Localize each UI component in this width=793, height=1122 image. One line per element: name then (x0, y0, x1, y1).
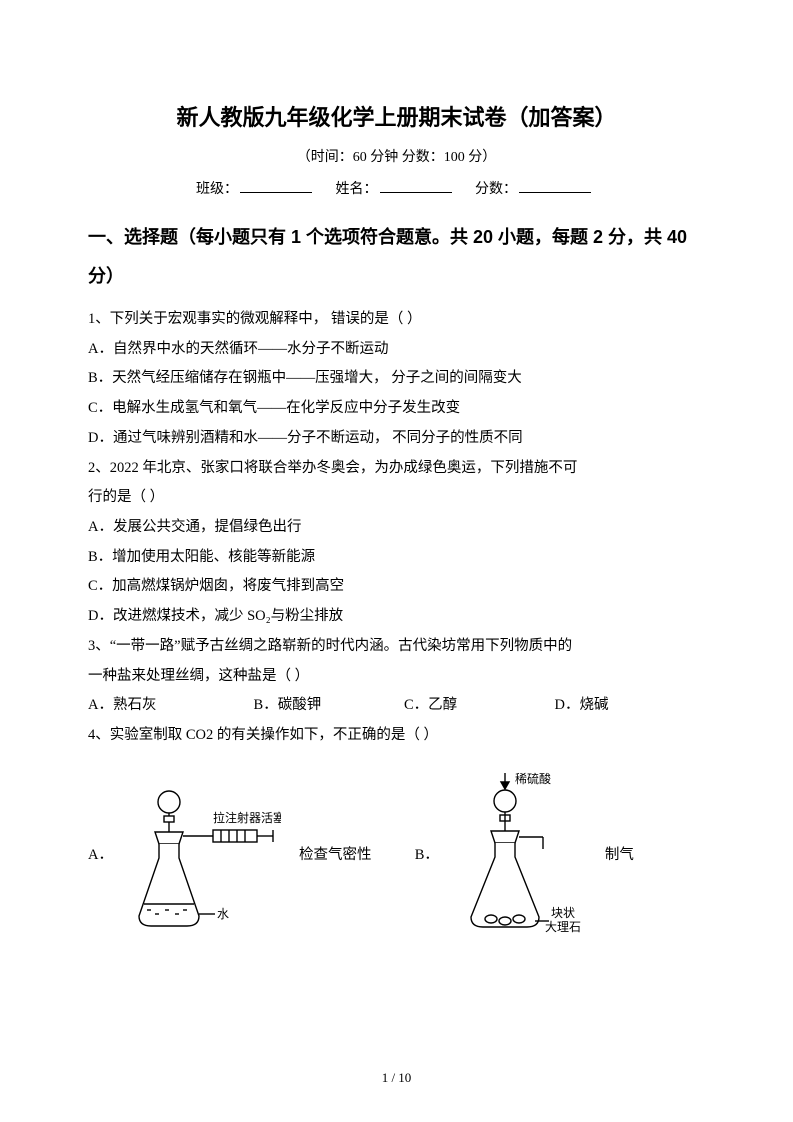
section-1-heading: 一、选择题（每小题只有 1 个选项符合题意。共 20 小题，每题 2 分，共 4… (88, 218, 705, 297)
q1-stem: 1、下列关于宏观事实的微观解释中， 错误的是（ ） (88, 305, 705, 335)
q4-a-label: A． (88, 843, 113, 864)
q4-b-caption: 制气 (605, 843, 634, 864)
q3-stem-2: 一种盐来处理丝绸，这种盐是（ ） (88, 662, 705, 692)
q3-option-d: D．烧碱 (555, 691, 705, 721)
q3-stem-1: 3、“一带一路”赋予古丝绸之路崭新的时代内涵。古代染坊常用下列物质中的 (88, 632, 705, 662)
q4-b-label: B． (415, 843, 439, 864)
q3-option-c: C．乙醇 (404, 691, 554, 721)
q1-option-c: C．电解水生成氢气和氧气——在化学反应中分子发生改变 (88, 394, 705, 424)
page-title: 新人教版九年级化学上册期末试卷（加答案） (88, 100, 705, 132)
exam-meta: （时间：60 分钟 分数：100 分） (88, 146, 705, 166)
q4-diagrams: A． (88, 771, 705, 936)
diagram-b-marble-label-1: 块状 (551, 906, 575, 920)
score-label: 分数： (475, 182, 517, 197)
q1-option-b: B．天然气经压缩储存在钢瓶中——压强增大， 分子之间的间隔变大 (88, 364, 705, 394)
diagram-a-water-label: 水 (217, 907, 229, 921)
q2-option-a: A．发展公共交通，提倡绿色出行 (88, 513, 705, 543)
class-blank[interactable] (240, 176, 312, 193)
diagram-b-acid-label: 稀硫酸 (515, 771, 551, 786)
q2-stem-1: 2、2022 年北京、张家口将联合举办冬奥会，为办成绿色奥运，下列措施不可 (88, 454, 705, 484)
q4-stem: 4、实验室制取 CO2 的有关操作如下，不正确的是（ ） (88, 721, 705, 751)
q1-option-d: D．通过气味辨别酒精和水——分子不断运动， 不同分子的性质不同 (88, 424, 705, 454)
page-number: 1 / 10 (0, 1070, 793, 1086)
blank-fields: 班级： 姓名： 分数： (88, 176, 705, 198)
q2-option-d: D．改进燃煤技术，减少 SO₂与粉尘排放 (88, 602, 705, 632)
q2-option-c: C．加高燃煤锅炉烟囱，将废气排到高空 (88, 572, 705, 602)
diagram-a-syringe-label: 拉注射器活塞 (213, 810, 281, 825)
q3-option-b: B．碳酸钾 (254, 691, 404, 721)
q3-option-a: A．熟石灰 (88, 691, 254, 721)
score-blank[interactable] (519, 176, 591, 193)
q2-stem-2: 行的是（ ） (88, 483, 705, 513)
q4-a-caption: 检查气密性 (299, 843, 372, 864)
q3-options: A．熟石灰 B．碳酸钾 C．乙醇 D．烧碱 (88, 691, 705, 721)
name-blank[interactable] (380, 176, 452, 193)
q4-diagram-b: 稀硫酸 块状 大理石 (457, 771, 587, 936)
q4-diagram-a: 拉注射器活塞 水 (131, 786, 281, 936)
q1-option-a: A．自然界中水的天然循环——水分子不断运动 (88, 335, 705, 365)
q2-option-b: B．增加使用太阳能、核能等新能源 (88, 543, 705, 573)
name-label: 姓名： (336, 182, 378, 197)
class-label: 班级： (196, 182, 238, 197)
diagram-b-marble-label-2: 大理石 (545, 920, 581, 934)
